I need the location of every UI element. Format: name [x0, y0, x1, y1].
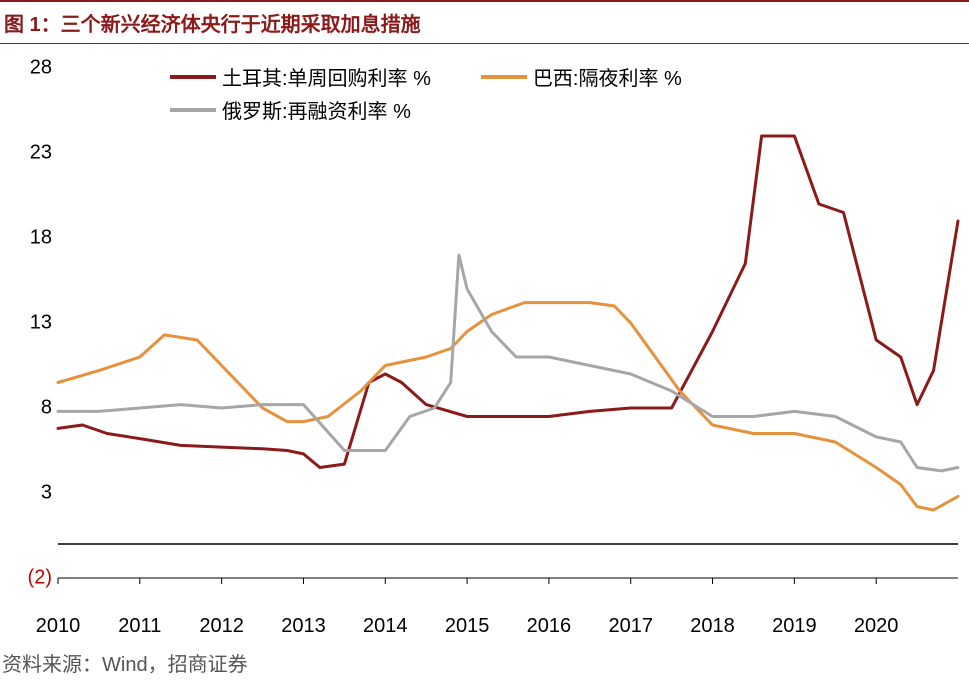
- y-tick: 23: [0, 142, 52, 165]
- x-tick: 2011: [118, 615, 161, 638]
- y-tick: (2): [0, 567, 52, 590]
- y-tick: 3: [0, 482, 52, 505]
- y-tick: 8: [0, 397, 52, 420]
- y-tick: 28: [0, 57, 52, 80]
- x-tick: 2013: [281, 615, 326, 638]
- y-tick: 13: [0, 312, 52, 335]
- x-tick: 2015: [445, 615, 490, 638]
- x-tick: 2014: [363, 615, 408, 638]
- chart-title: 图 1：三个新兴经济体央行于近期采取加息措施: [4, 14, 421, 36]
- x-tick: 2017: [608, 615, 653, 638]
- chart-area: (2) 3 8 13 18 23 28 2010 2011 2012 2013 2014 2015 20…: [0, 44, 969, 644]
- line-chart: [58, 58, 958, 608]
- x-tick: 2018: [690, 615, 735, 638]
- x-tick: 2019: [772, 615, 817, 638]
- x-tick: 2012: [199, 615, 244, 638]
- series-turkey: [58, 136, 958, 468]
- x-tick: 2016: [527, 615, 572, 638]
- x-tick: 2020: [854, 615, 899, 638]
- chart-title-bar: 图 1：三个新兴经济体央行于近期采取加息措施: [0, 0, 969, 44]
- x-tick: 2010: [36, 615, 81, 638]
- source-text: 资料来源：Wind，招商证券: [0, 644, 969, 677]
- y-tick: 18: [0, 227, 52, 250]
